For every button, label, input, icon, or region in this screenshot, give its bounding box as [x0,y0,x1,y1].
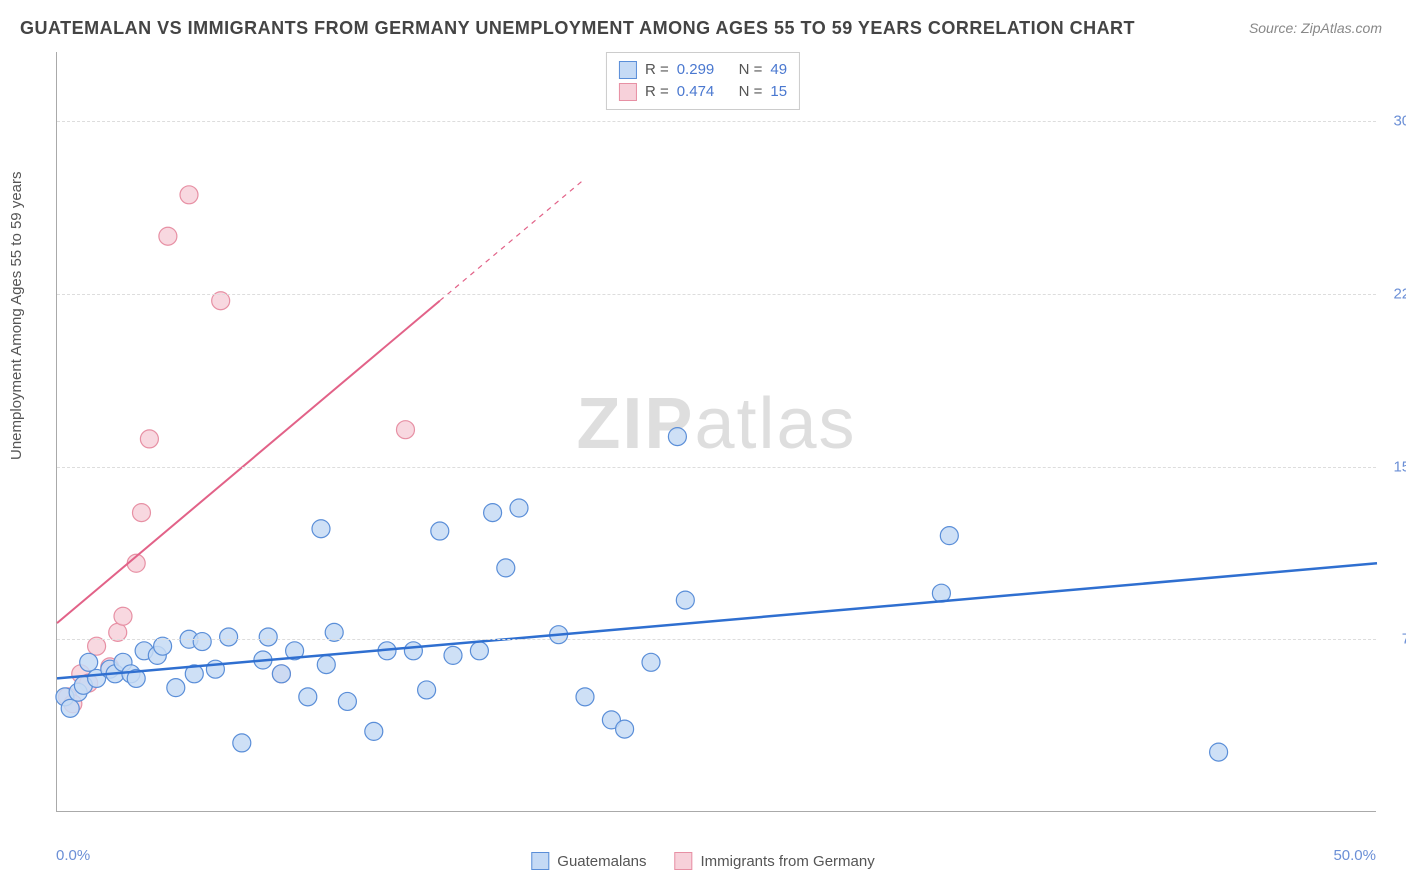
scatter-point-blue [80,653,98,671]
r-label: R = [645,59,669,81]
x-tick-min: 0.0% [56,847,90,864]
scatter-point-blue [272,665,290,683]
scatter-point-blue [233,734,251,752]
scatter-point-pink [132,504,150,522]
scatter-point-blue [616,720,634,738]
legend-item-pink: Immigrants from Germany [675,852,875,870]
x-tick-max: 50.0% [1333,847,1376,864]
chart-title: GUATEMALAN VS IMMIGRANTS FROM GERMANY UN… [20,18,1135,39]
n-label: N = [739,59,763,81]
scatter-point-blue [642,653,660,671]
swatch-blue-icon [531,852,549,870]
trend-line-blue [57,563,1377,678]
legend-stats-row-pink: R = 0.474 N = 15 [619,81,787,103]
scatter-point-pink [159,227,177,245]
r-label: R = [645,81,669,103]
scatter-point-blue [299,688,317,706]
scatter-point-blue [576,688,594,706]
scatter-point-blue [220,628,238,646]
scatter-point-blue [404,642,422,660]
y-tick-label: 15.0% [1382,458,1406,475]
swatch-blue-icon [619,61,637,79]
scatter-point-blue [317,656,335,674]
scatter-point-blue [484,504,502,522]
scatter-point-pink [140,430,158,448]
n-value-blue: 49 [770,59,787,81]
scatter-point-blue [61,699,79,717]
r-value-blue: 0.299 [677,59,715,81]
legend-label-pink: Immigrants from Germany [701,853,875,870]
y-tick-label: 30.0% [1382,113,1406,130]
trend-line-pink [57,301,440,623]
legend-label-blue: Guatemalans [557,853,646,870]
scatter-point-pink [114,607,132,625]
scatter-point-blue [676,591,694,609]
y-tick-label: 22.5% [1382,285,1406,302]
scatter-point-blue [444,646,462,664]
n-label: N = [739,81,763,103]
scatter-point-pink [180,186,198,204]
chart-svg [57,52,1376,811]
scatter-point-blue [167,679,185,697]
scatter-point-blue [338,692,356,710]
swatch-pink-icon [619,83,637,101]
source-credit: Source: ZipAtlas.com [1249,20,1382,36]
scatter-point-pink [396,421,414,439]
scatter-point-blue [259,628,277,646]
r-value-pink: 0.474 [677,81,715,103]
scatter-point-blue [940,527,958,545]
scatter-point-blue [418,681,436,699]
scatter-point-blue [668,428,686,446]
legend-stats: R = 0.299 N = 49 R = 0.474 N = 15 [606,52,800,110]
n-value-pink: 15 [770,81,787,103]
legend-series: Guatemalans Immigrants from Germany [531,852,874,870]
scatter-point-blue [365,722,383,740]
scatter-point-blue [510,499,528,517]
legend-item-blue: Guatemalans [531,852,646,870]
scatter-point-blue [497,559,515,577]
scatter-point-blue [1210,743,1228,761]
legend-stats-row-blue: R = 0.299 N = 49 [619,59,787,81]
y-tick-label: 7.5% [1382,631,1406,648]
scatter-point-blue [312,520,330,538]
scatter-point-blue [193,633,211,651]
trend-line-pink-dashed [440,179,585,301]
scatter-point-blue [431,522,449,540]
swatch-pink-icon [675,852,693,870]
scatter-point-blue [470,642,488,660]
y-axis-label: Unemployment Among Ages 55 to 59 years [8,171,25,460]
plot-area: ZIPatlas 7.5%15.0%22.5%30.0% [56,52,1376,812]
